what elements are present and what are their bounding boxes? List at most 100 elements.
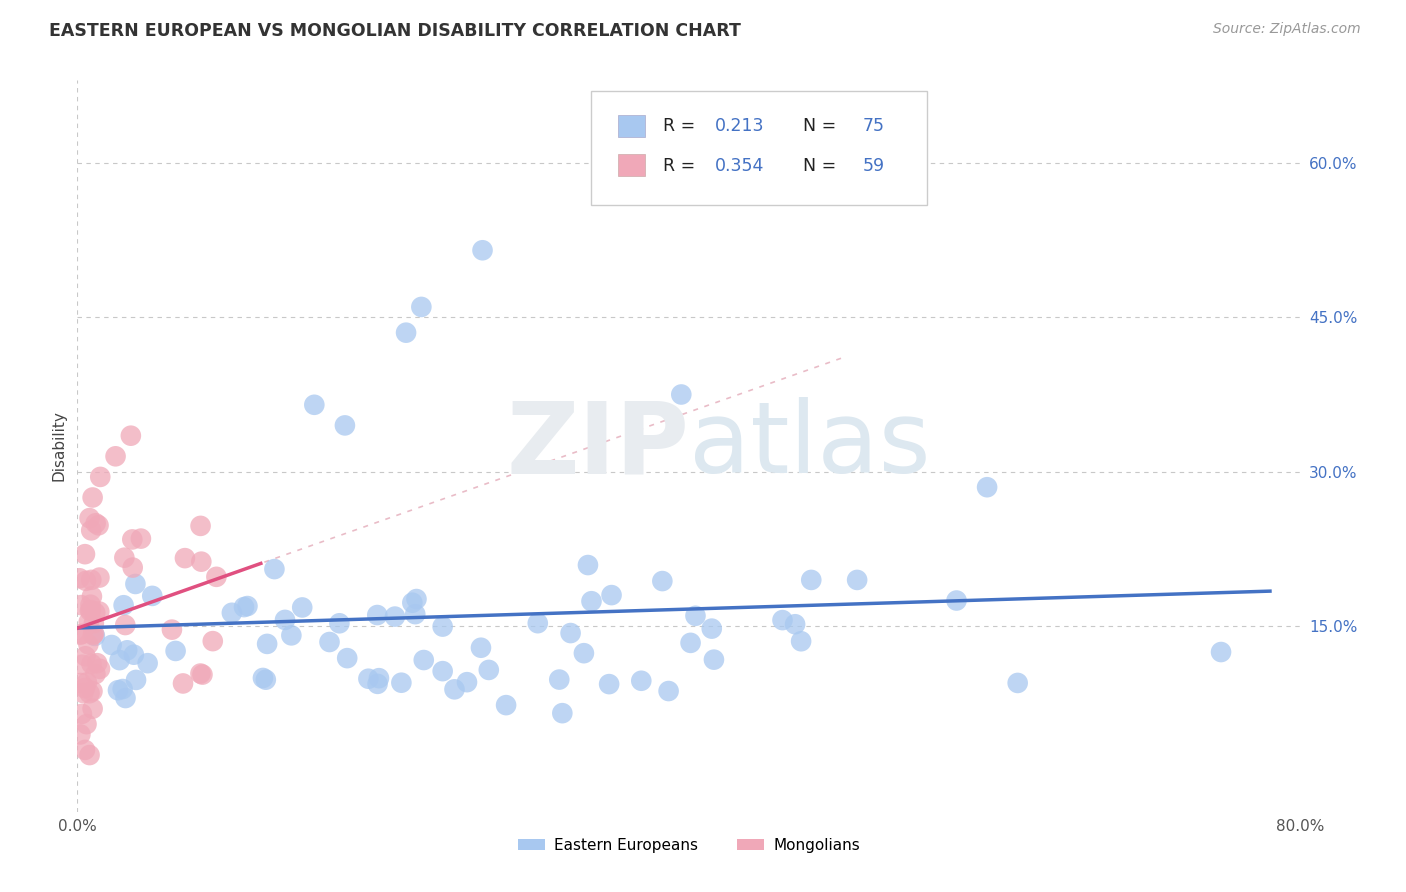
Text: EASTERN EUROPEAN VS MONGOLIAN DISABILITY CORRELATION CHART: EASTERN EUROPEAN VS MONGOLIAN DISABILITY…	[49, 22, 741, 40]
Point	[121, 533, 143, 547]
Point	[120, 428, 142, 442]
Point	[69, 628, 91, 642]
Point	[679, 636, 702, 650]
Point	[79, 686, 101, 700]
Text: N =: N =	[792, 157, 841, 175]
Point	[790, 634, 813, 648]
Point	[256, 637, 278, 651]
Point	[89, 571, 111, 585]
Point	[79, 747, 101, 762]
Point	[201, 634, 224, 648]
Y-axis label: Disability: Disability	[51, 410, 66, 482]
Point	[233, 600, 256, 615]
Point	[384, 609, 406, 624]
Point	[471, 244, 494, 258]
Point	[76, 675, 98, 690]
Point	[136, 656, 159, 670]
Point	[111, 681, 134, 696]
Point	[141, 589, 163, 603]
Point	[129, 532, 152, 546]
Point	[165, 644, 187, 658]
FancyBboxPatch shape	[619, 154, 645, 176]
Point	[87, 518, 110, 533]
Point	[114, 618, 136, 632]
Point	[75, 574, 97, 588]
Point	[73, 743, 96, 757]
Point	[254, 673, 277, 687]
Point	[86, 656, 108, 670]
Point	[108, 653, 131, 667]
Point	[76, 717, 98, 731]
Point	[84, 606, 107, 620]
Point	[560, 626, 582, 640]
Point	[800, 573, 823, 587]
Point	[79, 511, 101, 525]
Point	[1209, 645, 1232, 659]
Point	[80, 524, 103, 538]
Point	[82, 684, 104, 698]
Point	[83, 629, 105, 643]
Point	[598, 677, 620, 691]
Point	[79, 604, 101, 618]
Point	[121, 560, 143, 574]
Point	[412, 653, 434, 667]
Point	[470, 640, 492, 655]
Point	[291, 600, 314, 615]
Point	[685, 608, 707, 623]
Point	[73, 547, 96, 561]
Point	[80, 590, 103, 604]
Point	[69, 571, 91, 585]
Text: N =: N =	[792, 118, 841, 136]
Point	[72, 686, 94, 700]
Text: R =: R =	[664, 118, 702, 136]
Point	[236, 599, 259, 613]
Point	[846, 573, 869, 587]
FancyBboxPatch shape	[619, 115, 645, 136]
Point	[274, 613, 297, 627]
Point	[205, 570, 228, 584]
Text: Source: ZipAtlas.com: Source: ZipAtlas.com	[1213, 22, 1361, 37]
Point	[190, 519, 212, 533]
Point	[75, 649, 97, 664]
Point	[548, 673, 571, 687]
Point	[401, 596, 423, 610]
Point	[82, 491, 104, 505]
Point	[114, 691, 136, 706]
Point	[772, 613, 794, 627]
Text: 59: 59	[863, 157, 884, 175]
Point	[389, 675, 412, 690]
Point	[1007, 676, 1029, 690]
Point	[357, 672, 380, 686]
Point	[576, 558, 599, 572]
Point	[100, 638, 122, 652]
Point	[318, 635, 340, 649]
Text: R =: R =	[664, 157, 702, 175]
Point	[671, 387, 693, 401]
Point	[432, 664, 454, 678]
Point	[328, 616, 350, 631]
Point	[80, 657, 103, 671]
Point	[172, 676, 194, 690]
Point	[280, 628, 302, 642]
Text: 75: 75	[863, 118, 884, 136]
Point	[191, 667, 214, 681]
Text: ZIP: ZIP	[506, 398, 689, 494]
Point	[80, 603, 103, 617]
Point	[84, 667, 107, 681]
Point	[395, 326, 418, 340]
Point	[367, 677, 389, 691]
Legend: Eastern Europeans, Mongolians: Eastern Europeans, Mongolians	[512, 831, 866, 859]
Point	[526, 616, 548, 631]
Point	[252, 671, 274, 685]
Text: 0.354: 0.354	[714, 157, 763, 175]
Point	[72, 626, 94, 640]
Point	[945, 593, 967, 607]
Point	[70, 706, 93, 721]
Point	[404, 607, 426, 621]
Point	[89, 662, 111, 676]
Point	[82, 702, 104, 716]
Point	[89, 605, 111, 619]
Point	[304, 398, 326, 412]
Point	[122, 648, 145, 662]
Point	[104, 450, 127, 464]
